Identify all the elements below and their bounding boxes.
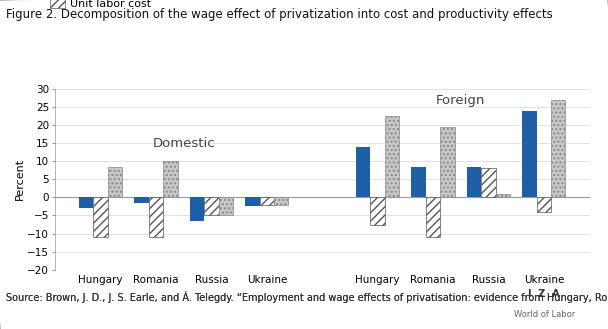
Bar <box>94 197 108 237</box>
Bar <box>370 197 385 224</box>
Bar <box>134 197 149 203</box>
Bar <box>385 116 399 197</box>
Bar <box>551 100 565 197</box>
Bar <box>190 197 204 221</box>
Text: Source: Brown, J. D., J. S. Earle, and Á. Telegdy. “Employment and wage effects : Source: Brown, J. D., J. S. Earle, and Á… <box>6 291 608 303</box>
Bar <box>426 197 440 237</box>
Bar <box>204 197 219 215</box>
Bar <box>496 194 510 197</box>
Bar <box>274 197 288 205</box>
Legend: Wage, Unit labor cost, Labor productivity: Wage, Unit labor cost, Labor productivit… <box>50 0 282 9</box>
Y-axis label: Percent: Percent <box>15 158 24 200</box>
Bar <box>412 167 426 197</box>
Bar <box>482 168 496 197</box>
Bar <box>440 127 455 197</box>
Bar <box>260 197 274 205</box>
Text: I  Z  A: I Z A <box>528 290 560 299</box>
Bar <box>245 197 260 207</box>
Text: Domestic: Domestic <box>153 137 215 150</box>
Bar <box>149 197 163 237</box>
Bar <box>108 167 122 197</box>
Bar <box>356 147 370 197</box>
Text: Source: Brown, J. D., J. S. Earle, and Á. Telegdy. “Employment and wage effects : Source: Brown, J. D., J. S. Earle, and Á… <box>6 291 608 303</box>
Bar <box>219 197 233 215</box>
Text: Figure 2. Decomposition of the wage effect of privatization into cost and produc: Figure 2. Decomposition of the wage effe… <box>6 8 553 21</box>
Bar <box>522 111 537 197</box>
Text: World of Labor: World of Labor <box>514 310 575 319</box>
Text: Foreign: Foreign <box>436 94 485 107</box>
Bar <box>79 197 94 208</box>
Bar <box>537 197 551 212</box>
Bar <box>467 167 482 197</box>
Bar <box>163 161 178 197</box>
